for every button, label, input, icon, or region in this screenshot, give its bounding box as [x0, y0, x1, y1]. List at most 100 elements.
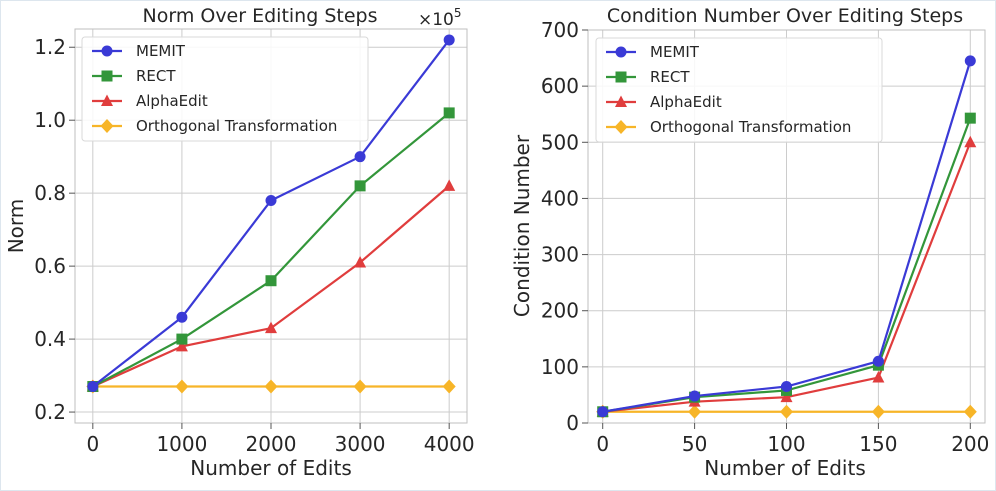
- norm-point-memit: [176, 311, 188, 323]
- norm-y-tick-label: 0.8: [34, 181, 66, 205]
- norm-point-rect: [354, 180, 366, 192]
- norm-x-tick-label: 0: [86, 432, 99, 456]
- condition-series: [596, 55, 977, 419]
- norm-legend-item-memit: MEMIT: [92, 42, 186, 60]
- norm-legend-item-orthogonal-transformation: Orthogonal Transformation: [92, 117, 337, 135]
- condition-legend-item-rect: RECT: [606, 68, 690, 86]
- norm-y-axis-label: Norm: [4, 199, 28, 254]
- norm-x-axis-label: Number of Edits: [190, 456, 351, 480]
- norm-x-tick-label: 3000: [335, 432, 386, 456]
- condition-chart-title: Condition Number Over Editing Steps: [607, 5, 963, 27]
- norm-legend-item-alphaedit: AlphaEdit: [92, 92, 208, 110]
- condition-x-tick-label: 200: [951, 432, 989, 456]
- chart-condition-number: 0 50 100 150 200 0 100 200 300 400 500 600 700 Condi…: [510, 5, 989, 480]
- condition-y-tick-label: 400: [541, 186, 579, 210]
- norm-point-alphaedit: [265, 321, 277, 334]
- condition-legend-label: Orthogonal Transformation: [650, 118, 851, 136]
- norm-legend-box: [81, 36, 369, 142]
- condition-point-orthogonal-transformation: [780, 404, 793, 419]
- condition-point-orthogonal-transformation: [871, 404, 885, 419]
- norm-legend-marker: [100, 119, 114, 133]
- norm-legend-marker: [101, 94, 113, 106]
- condition-legend-marker: [615, 95, 627, 107]
- condition-point-alphaedit: [780, 390, 793, 403]
- norm-y-tick-label: 0.6: [34, 254, 66, 278]
- norm-series-memit: [87, 34, 455, 393]
- condition-legend-label: AlphaEdit: [650, 93, 722, 111]
- condition-point-memit: [781, 381, 792, 393]
- norm-legend: MEMIT RECT AlphaEdit Orthogonal Transformat…: [81, 36, 369, 142]
- condition-point-orthogonal-transformation: [688, 404, 702, 419]
- condition-point-memit: [872, 355, 884, 367]
- norm-y-tick-label: 1.2: [34, 35, 66, 59]
- norm-point-orthogonal-transformation: [175, 379, 189, 394]
- condition-point-memit: [689, 390, 701, 402]
- norm-point-rect: [443, 107, 455, 119]
- condition-point-rect: [964, 112, 976, 124]
- norm-point-memit: [265, 194, 277, 206]
- condition-y-axis-label: Condition Number: [510, 134, 534, 317]
- condition-legend-item-alphaedit: AlphaEdit: [606, 93, 722, 111]
- norm-point-memit: [354, 151, 366, 163]
- norm-scale-multiplier: ×105: [418, 6, 462, 30]
- condition-y-tick-label: 0: [566, 411, 579, 435]
- condition-point-alphaedit: [964, 135, 977, 148]
- norm-legend-item-rect: RECT: [92, 67, 176, 85]
- condition-point-orthogonal-transformation: [963, 404, 977, 419]
- condition-legend-entries: MEMIT RECT AlphaEdit Orthogonal Transformat…: [606, 43, 851, 136]
- norm-series: [86, 34, 456, 394]
- chart-norm: 0 1000 2000 3000 4000 0.2 0.4 0.6 0.8 1.0 1.2 Norm…: [4, 5, 475, 480]
- condition-x-axis-label: Number of Edits: [704, 456, 865, 480]
- condition-legend-marker: [615, 71, 627, 83]
- condition-legend-label: MEMIT: [650, 43, 700, 61]
- norm-point-rect: [176, 333, 188, 345]
- condition-x-tick-label: 100: [767, 432, 805, 456]
- condition-point-memit: [597, 406, 609, 418]
- condition-y-tick-label: 600: [541, 74, 579, 98]
- condition-legend-label: RECT: [650, 68, 690, 86]
- norm-series-orthogonal-transformation: [86, 379, 456, 394]
- condition-legend-item-orthogonal-transformation: Orthogonal Transformation: [606, 118, 851, 136]
- norm-legend-label: Orthogonal Transformation: [136, 117, 337, 135]
- norm-point-rect: [265, 275, 277, 287]
- condition-point-memit: [964, 55, 976, 67]
- norm-point-alphaedit: [354, 255, 367, 268]
- norm-x-tick-label: 2000: [246, 432, 297, 456]
- norm-legend-label: RECT: [136, 67, 176, 85]
- norm-point-memit: [443, 34, 455, 46]
- norm-y-tick-label: 0.4: [34, 327, 66, 351]
- norm-legend-entries: MEMIT RECT AlphaEdit Orthogonal Transformat…: [92, 42, 337, 135]
- norm-point-memit: [87, 381, 99, 393]
- condition-x-tick-label: 50: [682, 432, 707, 456]
- norm-tick-labels: 0 1000 2000 3000 4000 0.2 0.4 0.6 0.8 1.0 1.2: [34, 35, 474, 456]
- condition-y-tick-label: 700: [541, 18, 579, 42]
- norm-point-orthogonal-transformation: [353, 379, 367, 394]
- condition-legend-box: [595, 37, 883, 143]
- condition-y-tick-label: 500: [541, 130, 579, 154]
- norm-x-tick-label: 4000: [424, 432, 475, 456]
- norm-series-alphaedit: [86, 179, 456, 392]
- condition-y-tick-label: 100: [541, 355, 579, 379]
- norm-point-alphaedit: [175, 339, 188, 352]
- condition-series-memit: [597, 55, 976, 418]
- condition-x-tick-label: 150: [859, 432, 897, 456]
- norm-point-orthogonal-transformation: [264, 379, 278, 394]
- condition-y-tick-label: 200: [541, 299, 579, 323]
- norm-legend-marker: [101, 45, 113, 57]
- condition-legend-marker: [614, 120, 628, 134]
- norm-chart-title: Norm Over Editing Steps: [143, 5, 378, 27]
- norm-y-tick-label: 1.0: [34, 108, 66, 132]
- condition-tick-labels: 0 50 100 150 200 0 100 200 300 400 500 600 700: [541, 18, 990, 456]
- norm-legend-label: AlphaEdit: [136, 92, 208, 110]
- condition-x-tick-label: 0: [596, 432, 609, 456]
- condition-legend-marker: [615, 46, 627, 58]
- norm-point-orthogonal-transformation: [442, 379, 456, 394]
- condition-point-alphaedit: [872, 371, 885, 383]
- norm-legend-marker: [101, 70, 113, 82]
- norm-y-tick-label: 0.2: [34, 400, 66, 424]
- norm-legend-label: MEMIT: [136, 42, 186, 60]
- condition-legend: MEMIT RECT AlphaEdit Orthogonal Transformat…: [595, 37, 883, 143]
- norm-point-alphaedit: [443, 179, 456, 191]
- condition-y-tick-label: 300: [541, 243, 579, 267]
